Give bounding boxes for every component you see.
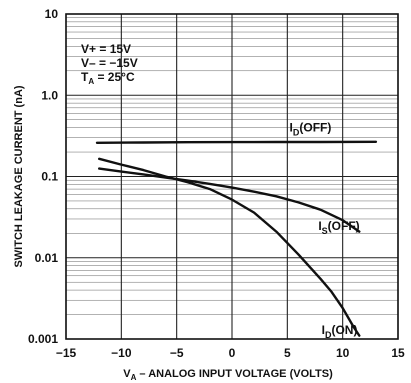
x-tick-label: −5 — [170, 346, 184, 360]
x-tick-label: 15 — [391, 346, 405, 360]
x-tick-labels: −15 −10 −5 0 5 10 15 — [56, 346, 405, 360]
x-axis-label-subscript: A — [131, 373, 137, 382]
x-tick-label: 0 — [229, 346, 236, 360]
is-off-label: IS(OFF) — [318, 219, 359, 236]
y-tick-label: 0.001 — [28, 332, 58, 346]
id-on-line — [97, 157, 361, 337]
condition-line: TA = 25°C — [81, 70, 135, 86]
x-axis-label: VA – ANALOG INPUT VOLTAGE (VOLTS) — [123, 368, 333, 382]
series-lines — [95, 140, 378, 337]
x-tick-label: −10 — [111, 346, 132, 360]
y-tick-label: 1.0 — [41, 88, 58, 102]
series-labels: ID(OFF) IS(OFF) ID(ON) — [290, 120, 360, 340]
condition-line: V– = −15V — [81, 56, 138, 70]
id-on-label: ID(ON) — [322, 323, 358, 340]
id-off-label: ID(OFF) — [290, 120, 332, 137]
x-axis-label-symbol: V — [123, 368, 131, 380]
y-tick-label: 0.01 — [35, 251, 59, 265]
x-tick-label: −15 — [56, 346, 77, 360]
id-off-line — [95, 140, 378, 145]
y-tick-label: 10 — [45, 7, 59, 21]
x-tick-label: 10 — [336, 346, 350, 360]
x-axis-label-text: – ANALOG INPUT VOLTAGE (VOLTS) — [136, 368, 333, 380]
plot-frame — [65, 13, 399, 340]
y-tick-labels: 10 1.0 0.1 0.01 0.001 — [28, 7, 58, 346]
y-axis-label: SWITCH LEAKAGE CURRENT (nA) — [13, 85, 25, 267]
is-off-line — [97, 167, 361, 233]
x-tick-label: 5 — [284, 346, 291, 360]
y-tick-label: 0.1 — [41, 170, 58, 184]
condition-line: V+ = 15V — [81, 42, 131, 56]
